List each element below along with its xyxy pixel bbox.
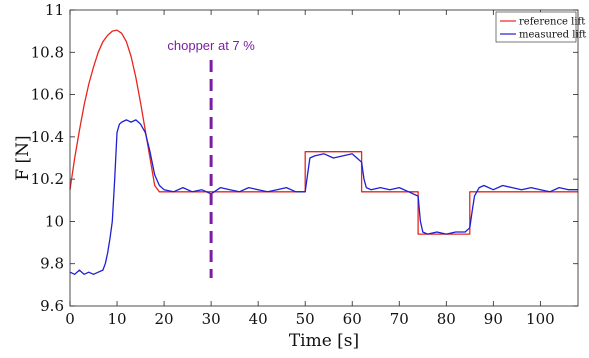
y-tick-label: 10.6 [31, 86, 64, 104]
y-axis-label: F [N] [13, 135, 33, 180]
x-tick-label: 60 [343, 310, 362, 328]
plot-background [70, 10, 578, 306]
series-lines [69, 29, 578, 275]
legend-label-measured-lift: measured lift [519, 30, 586, 41]
y-tick-label: 11 [45, 1, 64, 19]
y-tick-label: 10.2 [31, 170, 64, 188]
x-tick-label: 20 [155, 310, 174, 328]
y-tick-label: 10.8 [31, 43, 64, 61]
y-tick-label: 9.8 [40, 255, 64, 273]
x-tick-label: 50 [296, 310, 315, 328]
x-tick-label: 40 [249, 310, 268, 328]
x-tick-label: 30 [202, 310, 221, 328]
legend-box [495, 11, 577, 43]
x-tick-label: 80 [437, 310, 456, 328]
x-tick-label: 0 [65, 310, 75, 328]
plot-frame [69, 9, 579, 307]
series-line-reference-lift [69, 29, 578, 235]
legend-label-reference-lift: reference lift [519, 17, 585, 28]
chopper-annotation: chopper at 7 % [167, 38, 255, 53]
x-tick-label: 10 [107, 310, 126, 328]
x-axis-label: Time [s] [289, 331, 359, 351]
y-tick-label: 9.6 [40, 297, 64, 315]
y-axis-ticks: 9.6 9.8 10 10.2 10.4 10.6 10.8 11 [31, 1, 578, 315]
x-tick-label: 100 [526, 310, 555, 328]
x-tick-label: 90 [484, 310, 503, 328]
x-axis-ticks: 0 10 20 30 40 50 60 70 80 90 100 [65, 10, 555, 328]
series-line-measured-lift [69, 119, 578, 275]
legend: reference lift measured lift [495, 11, 586, 43]
x-tick-label: 70 [390, 310, 409, 328]
annotation-group: chopper at 7 % [167, 38, 255, 278]
y-tick-label: 10.4 [31, 128, 64, 146]
y-tick-label: 10 [45, 212, 64, 230]
